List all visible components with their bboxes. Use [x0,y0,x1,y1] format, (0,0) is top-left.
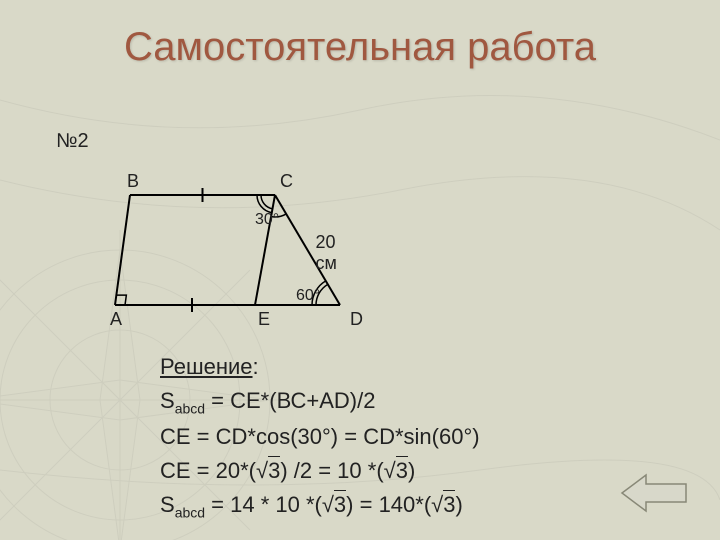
angle-label: 60° [296,287,320,305]
page-title: Самостоятельная работа [0,25,720,70]
solution-line: Sabcd = СЕ*(ВС+АD)/2 [160,384,480,420]
solution-line: СЕ = 20*(√3) /2 = 10 *(√3) [160,454,480,488]
solution-text: Решение: Sabcd = СЕ*(ВС+АD)/2СЕ = СD*cos… [160,350,480,524]
solution-heading: Решение [160,354,253,379]
solution-heading-line: Решение: [160,350,480,384]
vertex-label: В [127,171,139,192]
prev-slide-button[interactable] [618,471,690,515]
slide: Самостоятельная работа №2 А В С D Е 30° 60° 20 … [0,0,720,540]
prev-arrow-icon [618,471,690,515]
vertex-label: D [350,309,363,330]
solution-lines: Sabcd = СЕ*(ВС+АD)/2СЕ = СD*cos(30°) = C… [160,384,480,524]
geometry-diagram: А В С D Е 30° 60° 20 см [100,170,360,340]
edge-label: 20 см [316,232,361,274]
vertex-label: А [110,309,122,330]
colon: : [253,354,259,379]
solution-line: СЕ = СD*cos(30°) = CD*sin(60°) [160,420,480,454]
vertex-label: Е [258,309,270,330]
angle-label: 30° [255,211,279,229]
problem-number: №2 [56,130,89,153]
solution-line: Sabcd = 14 * 10 *(√3) = 140*(√3) [160,488,480,524]
vertex-label: С [280,171,293,192]
